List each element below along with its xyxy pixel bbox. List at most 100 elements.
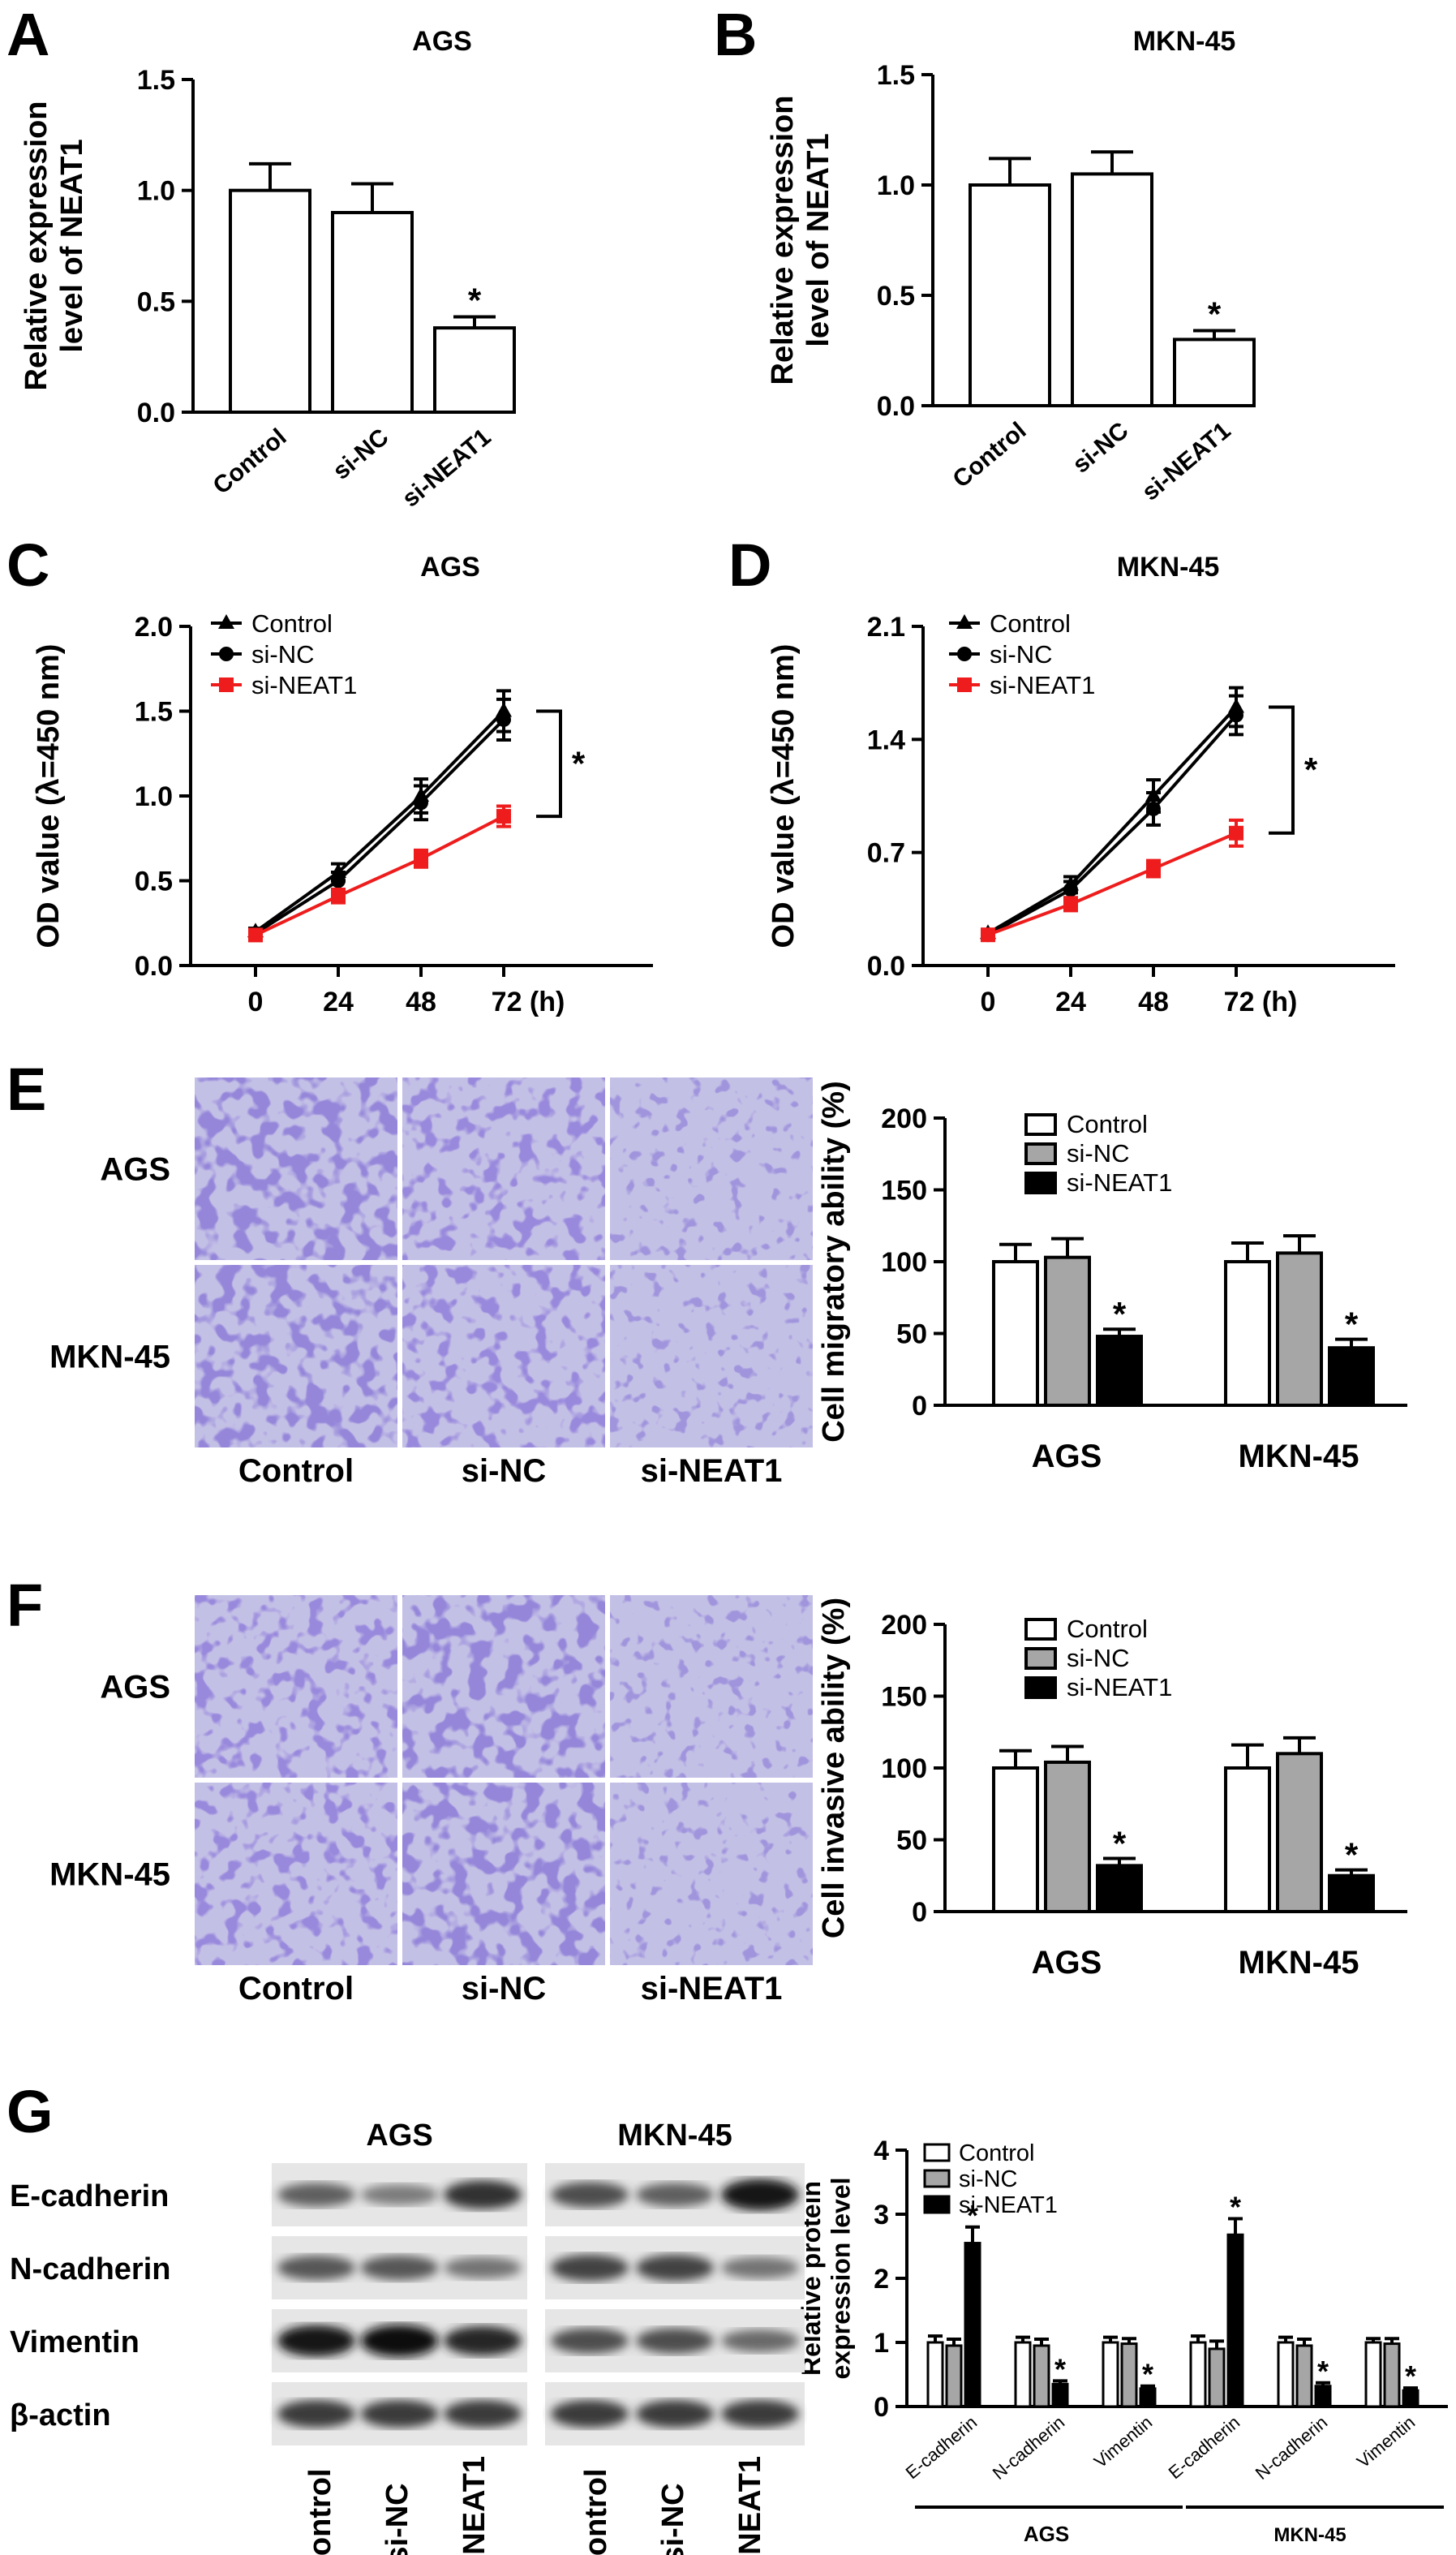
x-tick-label: si-NC (328, 424, 393, 485)
x-tick-label: 0 (248, 987, 264, 1017)
blot-band (551, 2254, 629, 2282)
significance-star: * (1113, 1825, 1127, 1863)
series-line-si-nc (254, 718, 505, 935)
bar-e-cadherin-si-neat1 (964, 2242, 981, 2408)
micrograph-stain (195, 1783, 397, 1965)
legend-label-control: Control (1067, 1615, 1148, 1643)
x-tick-label: si-NC (1067, 417, 1133, 479)
panel-letter-g: G (6, 2078, 54, 2145)
micrograph-stain (610, 1077, 813, 1260)
significance-star: * (1230, 2191, 1241, 2224)
blot-band (444, 2325, 522, 2356)
legend-label-control: Control (251, 609, 333, 638)
micrograph-stain (402, 1783, 605, 1965)
blot-band (444, 2180, 522, 2209)
y-tick-label: 0.5 (877, 281, 915, 312)
bar-e-cadherin-si-nc (1208, 2347, 1226, 2408)
legend-swatch (1024, 1676, 1057, 1699)
chart-c: AGS 0.0 0.5 1.0 1.5 2.0 OD value (λ=450 nm) 0 24… (32, 552, 653, 1017)
y-tick-label: 0 (912, 1897, 927, 1928)
chart-e: 0 50 100 150 200 Cell migratory ability (%) * A… (817, 1081, 1407, 1474)
x-tick-label: 0 (981, 987, 996, 1017)
blot-band (277, 2183, 355, 2207)
significance-star: * (1142, 2358, 1153, 2391)
micrograph-stain (402, 1265, 605, 1447)
blot-band (444, 2256, 522, 2279)
group-label: AGS (1032, 1439, 1102, 1474)
panel-letter-e: E (6, 1056, 46, 1123)
bar-vimentin-si-nc (1383, 2342, 1401, 2408)
bar-mkn-45-si-neat1 (1328, 1873, 1375, 1913)
panel-letter-f: F (6, 1572, 43, 1639)
legend-marker (956, 614, 973, 629)
blot-band (636, 2400, 714, 2428)
y-tick-label: 1.5 (137, 65, 175, 96)
y-axis-label-line2: expression level (827, 2177, 856, 2379)
panel-letter-c: C (6, 531, 49, 599)
y-tick-label: 2 (874, 2264, 889, 2295)
panel-letter-b: B (714, 1, 757, 68)
chart-f: 0 50 100 150 200 Cell invasive ability (%) * AG… (817, 1598, 1407, 1981)
row-label-ags: AGS (100, 1670, 170, 1705)
significance-star: * (1405, 2359, 1416, 2393)
legend-marker (218, 614, 234, 629)
chart-title: MKN-45 (1117, 552, 1220, 583)
y-tick-label: 0 (912, 1391, 927, 1422)
blot-band (721, 2329, 799, 2352)
micrograph-stain (195, 1595, 397, 1778)
y-axis-label-line1: Relative expression (766, 96, 800, 385)
y-tick-label: 3 (874, 2200, 889, 2230)
bar-ags-si-nc (1044, 1760, 1091, 1913)
legend-marker (219, 677, 234, 692)
y-tick-label: 200 (881, 1610, 927, 1641)
blot-lane-label: Control (579, 2468, 613, 2555)
blot-band (551, 2328, 629, 2354)
blot-band (360, 2184, 439, 2205)
y-tick-label: 150 (881, 1682, 927, 1713)
transwell-migration-images: AGS MKN-45 Control si-NC si-NEAT1 (49, 1077, 813, 1489)
bar-n-cadherin-control (1277, 2341, 1295, 2408)
column-label: si-NEAT1 (641, 1971, 783, 2007)
x-tick-label: Vimentin (1353, 2412, 1419, 2472)
blot-band (277, 2400, 355, 2428)
column-label: si-NC (462, 1971, 546, 2007)
x-tick-label: N-cadherin (1252, 2412, 1332, 2484)
blot-band (360, 2325, 439, 2357)
column-label: si-NC (462, 1453, 546, 1489)
series-line-si-nc (987, 714, 1238, 936)
significance-star: * (572, 744, 586, 782)
blot-protein-label: Vimentin (10, 2325, 140, 2359)
y-tick-label: 1.0 (135, 781, 173, 812)
blot-band (360, 2400, 439, 2428)
bar-n-cadherin-si-nc (1033, 2344, 1050, 2408)
y-tick-label: 50 (896, 1319, 927, 1350)
marker-square (248, 927, 263, 943)
y-tick-label: 150 (881, 1176, 927, 1207)
bar-control (969, 183, 1051, 407)
legend-swatch (1024, 1647, 1057, 1670)
chart-title: AGS (412, 26, 472, 57)
legend-marker (957, 677, 972, 692)
micrograph-stain (610, 1265, 813, 1447)
bar-control (229, 188, 311, 415)
x-tick-label: E-cadherin (902, 2412, 981, 2484)
series-line-si-neat1 (255, 815, 505, 937)
bar-n-cadherin-si-neat1 (1051, 2382, 1069, 2408)
blot-lane-label: si-NEAT1 (733, 2456, 767, 2555)
bar-vimentin-control (1102, 2341, 1119, 2408)
y-tick-label: 2.0 (135, 612, 173, 643)
marker-circle (331, 873, 346, 888)
y-axis-label: Cell migratory ability (%) (817, 1081, 851, 1443)
legend-swatch (1024, 1142, 1057, 1165)
blot-protein-label: N-cadherin (10, 2252, 170, 2286)
chart-a: AGS 0.0 0.5 1.0 1.5 Relative expressionlevel … (19, 26, 516, 513)
column-label: Control (238, 1453, 354, 1489)
legend-swatch (923, 2143, 951, 2162)
significance-star: * (468, 281, 482, 319)
y-tick-label: 2.1 (867, 612, 905, 643)
x-tick-label: 72 (h) (492, 987, 565, 1017)
series-line-control (254, 710, 505, 933)
y-tick-label: 0.5 (135, 867, 173, 897)
bar-mkn-45-control (1224, 1260, 1271, 1407)
